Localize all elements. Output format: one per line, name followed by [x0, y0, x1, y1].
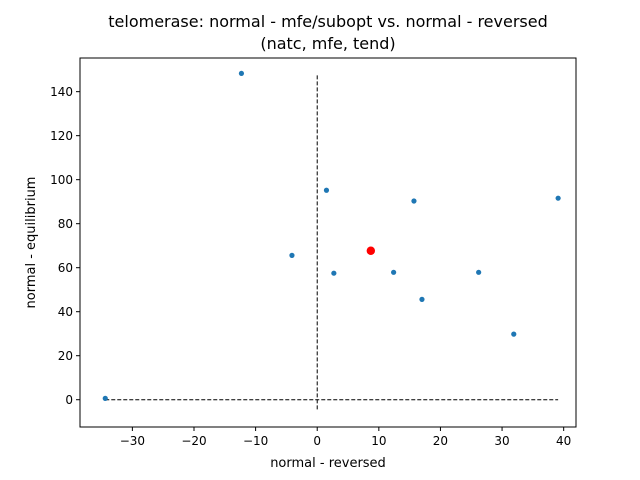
- y-axis-ticks: 0 20 40 60 80 100 120 140: [50, 85, 80, 407]
- x-tick-label: −20: [181, 434, 206, 448]
- plot-area: [79, 57, 577, 428]
- data-point: [419, 296, 425, 302]
- x-tick-label: −10: [243, 434, 268, 448]
- data-point: [331, 270, 337, 276]
- x-tick-label: 30: [494, 434, 509, 448]
- x-tick-label: 40: [556, 434, 571, 448]
- data-point: [476, 269, 482, 275]
- data-point: [555, 195, 561, 201]
- x-tick-label: −30: [120, 434, 145, 448]
- y-tick-label: 40: [58, 305, 73, 319]
- data-point: [102, 395, 108, 401]
- x-tick-label: 10: [371, 434, 386, 448]
- y-tick-label: 80: [58, 217, 73, 231]
- x-tick-label: 20: [433, 434, 448, 448]
- data-point: [511, 331, 517, 337]
- data-point: [289, 252, 295, 258]
- reference-lines: [105, 73, 559, 410]
- x-axis-label: normal - reversed: [270, 456, 386, 471]
- data-point: [411, 198, 417, 204]
- chart-title-line1: telomerase: normal - mfe/subopt vs. norm…: [108, 12, 548, 31]
- y-axis-label: normal - equilibrium: [24, 177, 39, 309]
- data-points: [102, 70, 561, 401]
- data-point: [391, 269, 397, 275]
- y-tick-label: 120: [50, 129, 73, 143]
- x-tick-label: 0: [313, 434, 321, 448]
- x-axis-ticks: −30 −20 −10 0 10 20 30 40: [120, 427, 571, 448]
- highlight-point: [366, 246, 376, 255]
- data-point: [323, 187, 330, 193]
- y-tick-label: 0: [65, 393, 73, 407]
- y-tick-label: 20: [58, 349, 73, 363]
- y-tick-label: 100: [50, 173, 73, 187]
- chart-title-line2: (natc, mfe, tend): [260, 34, 395, 53]
- data-point: [238, 70, 245, 77]
- axes-frame: [79, 57, 577, 428]
- y-tick-label: 60: [58, 261, 73, 275]
- y-tick-label: 140: [50, 85, 73, 99]
